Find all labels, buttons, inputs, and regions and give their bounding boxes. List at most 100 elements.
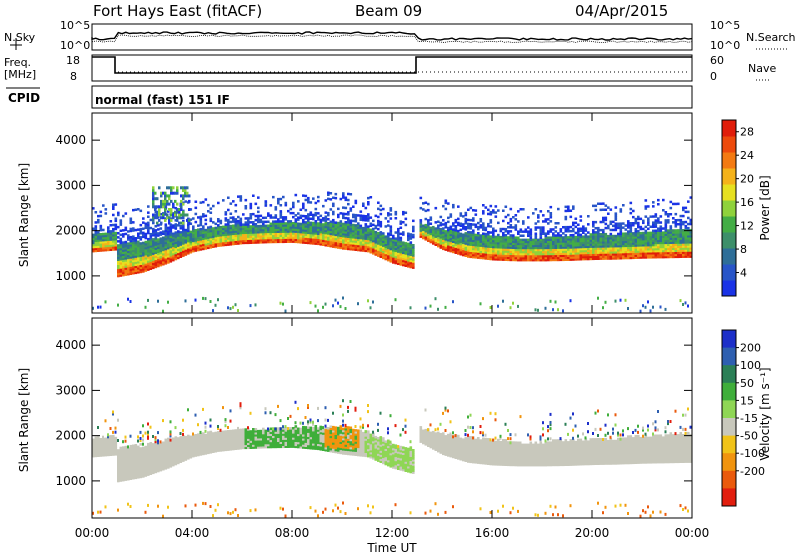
power-cell xyxy=(176,208,179,211)
power-cell xyxy=(574,256,578,259)
velocity-cell xyxy=(142,438,144,442)
power-cell xyxy=(232,305,234,309)
power-cell xyxy=(344,247,348,250)
power-cell xyxy=(577,245,580,249)
power-cell xyxy=(372,252,375,255)
velocity-cell xyxy=(142,463,145,466)
power-cell xyxy=(397,242,400,245)
power-cell xyxy=(497,239,500,243)
power-cell xyxy=(547,246,550,250)
power-cell xyxy=(544,238,548,241)
power-cell xyxy=(617,242,620,246)
power-cell xyxy=(197,224,200,227)
power-cell xyxy=(652,225,655,228)
velocity-cell xyxy=(177,441,180,444)
power-cell xyxy=(672,235,675,238)
power-cell xyxy=(684,301,687,305)
power-cell xyxy=(619,208,623,211)
power-cell xyxy=(337,213,340,217)
power-cell xyxy=(517,252,520,256)
power-cell xyxy=(392,253,395,256)
power-cell xyxy=(154,239,158,242)
power-cell xyxy=(92,247,95,251)
power-cell xyxy=(634,230,638,233)
power-cell xyxy=(142,256,145,259)
power-cell xyxy=(612,257,615,260)
velocity-cell xyxy=(92,454,95,458)
power-cell xyxy=(119,268,123,271)
power-cell xyxy=(167,251,170,254)
velocity-cell xyxy=(132,454,135,458)
power-cell xyxy=(527,240,530,244)
power-cell xyxy=(257,224,260,228)
velocity-cell xyxy=(207,431,210,434)
power-cell xyxy=(397,227,400,231)
power-cell xyxy=(92,241,95,245)
velocity-cell xyxy=(147,471,150,474)
velocity-cell xyxy=(159,442,163,445)
power-cell xyxy=(497,237,500,241)
power-cell xyxy=(374,249,378,252)
power-cell xyxy=(557,248,560,251)
power-cell xyxy=(152,260,155,263)
velocity-cell xyxy=(202,450,205,454)
power-cell xyxy=(304,215,308,218)
power-cell xyxy=(214,238,218,242)
power-cell xyxy=(282,222,285,225)
velocity-cell xyxy=(164,465,168,468)
velocity-cell xyxy=(122,458,125,461)
power-cell xyxy=(669,206,673,210)
power-cell xyxy=(542,254,545,258)
power-cell xyxy=(644,229,648,233)
power-cell xyxy=(224,243,228,247)
power-cell xyxy=(477,248,480,251)
power-cell xyxy=(212,241,215,244)
power-cell xyxy=(152,213,155,217)
velocity-cell xyxy=(109,437,113,440)
velocity-cell xyxy=(194,454,198,457)
power-cell xyxy=(567,230,570,233)
power-cell xyxy=(289,220,293,223)
power-cell xyxy=(292,240,295,243)
power-cell xyxy=(492,233,495,237)
power-cell xyxy=(557,250,560,253)
power-cell xyxy=(604,253,608,256)
power-cell xyxy=(404,248,408,251)
power-cell xyxy=(302,227,305,230)
power-cell xyxy=(372,242,375,245)
velocity-cell xyxy=(229,433,233,437)
power-cell xyxy=(527,246,530,250)
power-cell xyxy=(407,246,410,250)
power-cell xyxy=(442,219,445,222)
power-cell xyxy=(342,247,345,250)
power-cell xyxy=(184,186,187,190)
power-cell xyxy=(149,265,153,268)
power-cell xyxy=(434,237,438,240)
power-cell xyxy=(457,250,460,253)
power-cell xyxy=(637,244,640,247)
power-cell xyxy=(147,252,150,255)
power-cell xyxy=(349,248,353,251)
power-cell xyxy=(117,264,120,268)
velocity-cell xyxy=(129,477,133,480)
power-cell xyxy=(169,251,173,255)
velocity-cell xyxy=(142,471,145,474)
power-cell xyxy=(557,244,560,247)
power-cell xyxy=(384,243,388,246)
velocity-cell xyxy=(102,439,105,443)
velocity-cell xyxy=(212,440,215,443)
power-cell xyxy=(662,247,665,251)
power-cell xyxy=(249,304,252,308)
velocity-cell xyxy=(184,504,187,508)
power-cell xyxy=(347,221,350,224)
velocity-cell xyxy=(119,467,123,470)
power-cell xyxy=(164,223,168,226)
power-cell xyxy=(507,236,510,239)
power-cell xyxy=(182,254,185,257)
power-cell xyxy=(176,202,179,206)
power-cell xyxy=(187,225,190,229)
power-cell xyxy=(654,237,658,241)
power-cell xyxy=(492,243,495,247)
power-cell xyxy=(114,246,118,249)
power-cell xyxy=(367,217,370,220)
